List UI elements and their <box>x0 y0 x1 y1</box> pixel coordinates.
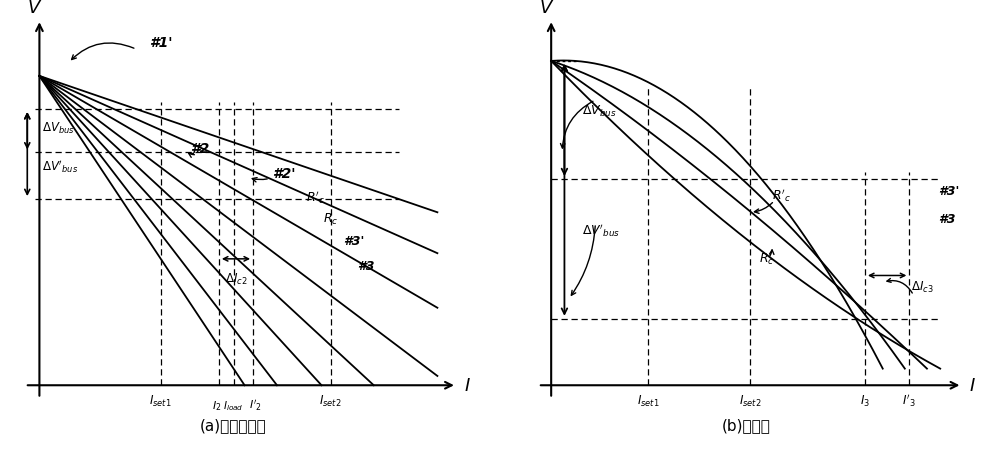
Text: $R'_c$: $R'_c$ <box>772 187 791 204</box>
Text: $I_3$: $I_3$ <box>860 393 870 408</box>
Text: $\Delta V_{bus}$: $\Delta V_{bus}$ <box>582 103 617 118</box>
Text: #3': #3' <box>343 234 364 248</box>
Text: $I$: $I$ <box>969 376 976 394</box>
Text: $I'_2$: $I'_2$ <box>249 397 262 412</box>
Text: (a)额定负荷区: (a)额定负荷区 <box>200 417 267 432</box>
Text: $\Delta V_{bus}$: $\Delta V_{bus}$ <box>42 121 74 136</box>
Text: $V$: $V$ <box>539 0 554 17</box>
Text: #3': #3' <box>938 185 959 197</box>
Text: $I$: $I$ <box>464 376 471 394</box>
Text: $I_{load}$: $I_{load}$ <box>223 398 244 412</box>
Text: $\Delta V'_{bus}$: $\Delta V'_{bus}$ <box>42 158 78 175</box>
Text: #2: #2 <box>190 142 209 156</box>
Text: $V$: $V$ <box>27 0 42 17</box>
Text: #3: #3 <box>357 259 375 272</box>
Text: $\Delta I_{c3}$: $\Delta I_{c3}$ <box>911 279 934 294</box>
Text: $I'_3$: $I'_3$ <box>902 391 916 408</box>
Text: $R_c$: $R_c$ <box>323 212 339 227</box>
Text: $\Delta V'_{bus}$: $\Delta V'_{bus}$ <box>582 222 620 238</box>
Text: $I_{set2}$: $I_{set2}$ <box>319 393 342 408</box>
Text: $\Delta I_{c2}$: $\Delta I_{c2}$ <box>225 272 247 287</box>
Text: $I_2$: $I_2$ <box>212 398 221 412</box>
Text: $I_{set2}$: $I_{set2}$ <box>739 393 761 408</box>
Text: $I_{set1}$: $I_{set1}$ <box>637 393 660 408</box>
Text: $R_c$: $R_c$ <box>759 252 774 267</box>
Text: $I_{set1}$: $I_{set1}$ <box>149 393 172 408</box>
Text: #1': #1' <box>149 36 172 50</box>
Text: #2': #2' <box>272 167 296 181</box>
Text: #3: #3 <box>938 213 956 226</box>
Text: $R'_c$: $R'_c$ <box>306 189 325 205</box>
Text: (b)重载区: (b)重载区 <box>721 417 770 432</box>
